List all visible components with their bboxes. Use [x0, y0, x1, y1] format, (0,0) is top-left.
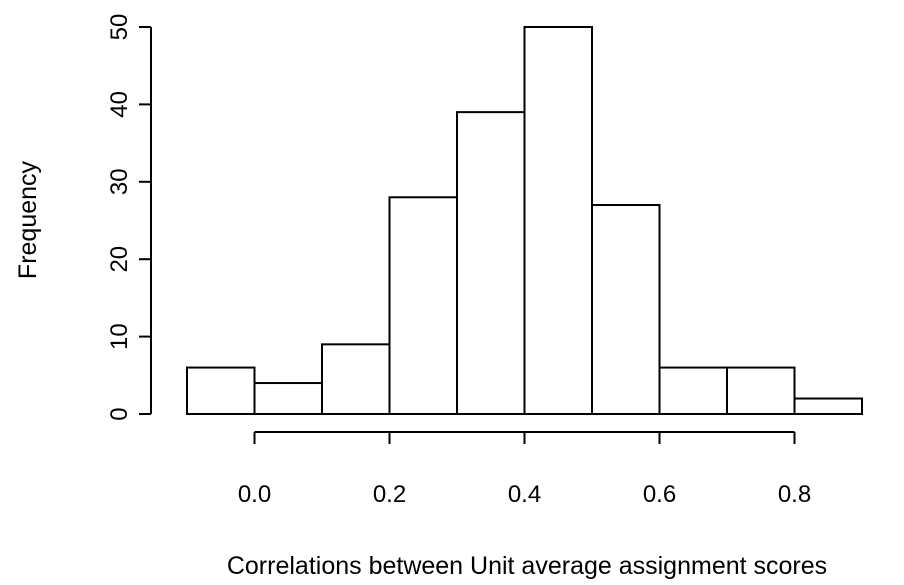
y-tick-label: 20: [106, 246, 133, 273]
histogram-bar: [253, 382, 323, 416]
histogram-bar: [321, 343, 391, 415]
y-tick-label: 0: [106, 407, 133, 420]
x-tick-label: 0.2: [373, 481, 406, 508]
histogram-bars: [186, 26, 863, 416]
x-axis: 0.0 0.2 0.4 0.6 0.8: [238, 431, 811, 508]
histogram-bar: [793, 397, 863, 415]
y-axis: 0 10 20 30 40 50: [106, 14, 152, 421]
x-axis-title: Correlations between Unit average assign…: [227, 552, 827, 580]
x-tick-label: 0.8: [778, 481, 811, 508]
y-tick-label: 10: [106, 323, 133, 350]
histogram-bar: [523, 26, 593, 415]
histogram-bar: [726, 366, 796, 415]
y-axis-title: Frequency: [14, 160, 42, 279]
histogram-bar: [186, 366, 256, 415]
x-tick-label: 0.4: [508, 481, 541, 508]
x-tick-label: 0.0: [238, 481, 271, 508]
histogram-bar: [591, 204, 661, 415]
histogram-bar: [456, 111, 526, 415]
y-tick-label: 50: [106, 14, 133, 41]
y-tick-label: 40: [106, 91, 133, 118]
y-tick-label: 30: [106, 168, 133, 195]
histogram-bar: [388, 196, 458, 415]
x-tick-label: 0.6: [643, 481, 676, 508]
histogram-bar: [658, 366, 728, 415]
